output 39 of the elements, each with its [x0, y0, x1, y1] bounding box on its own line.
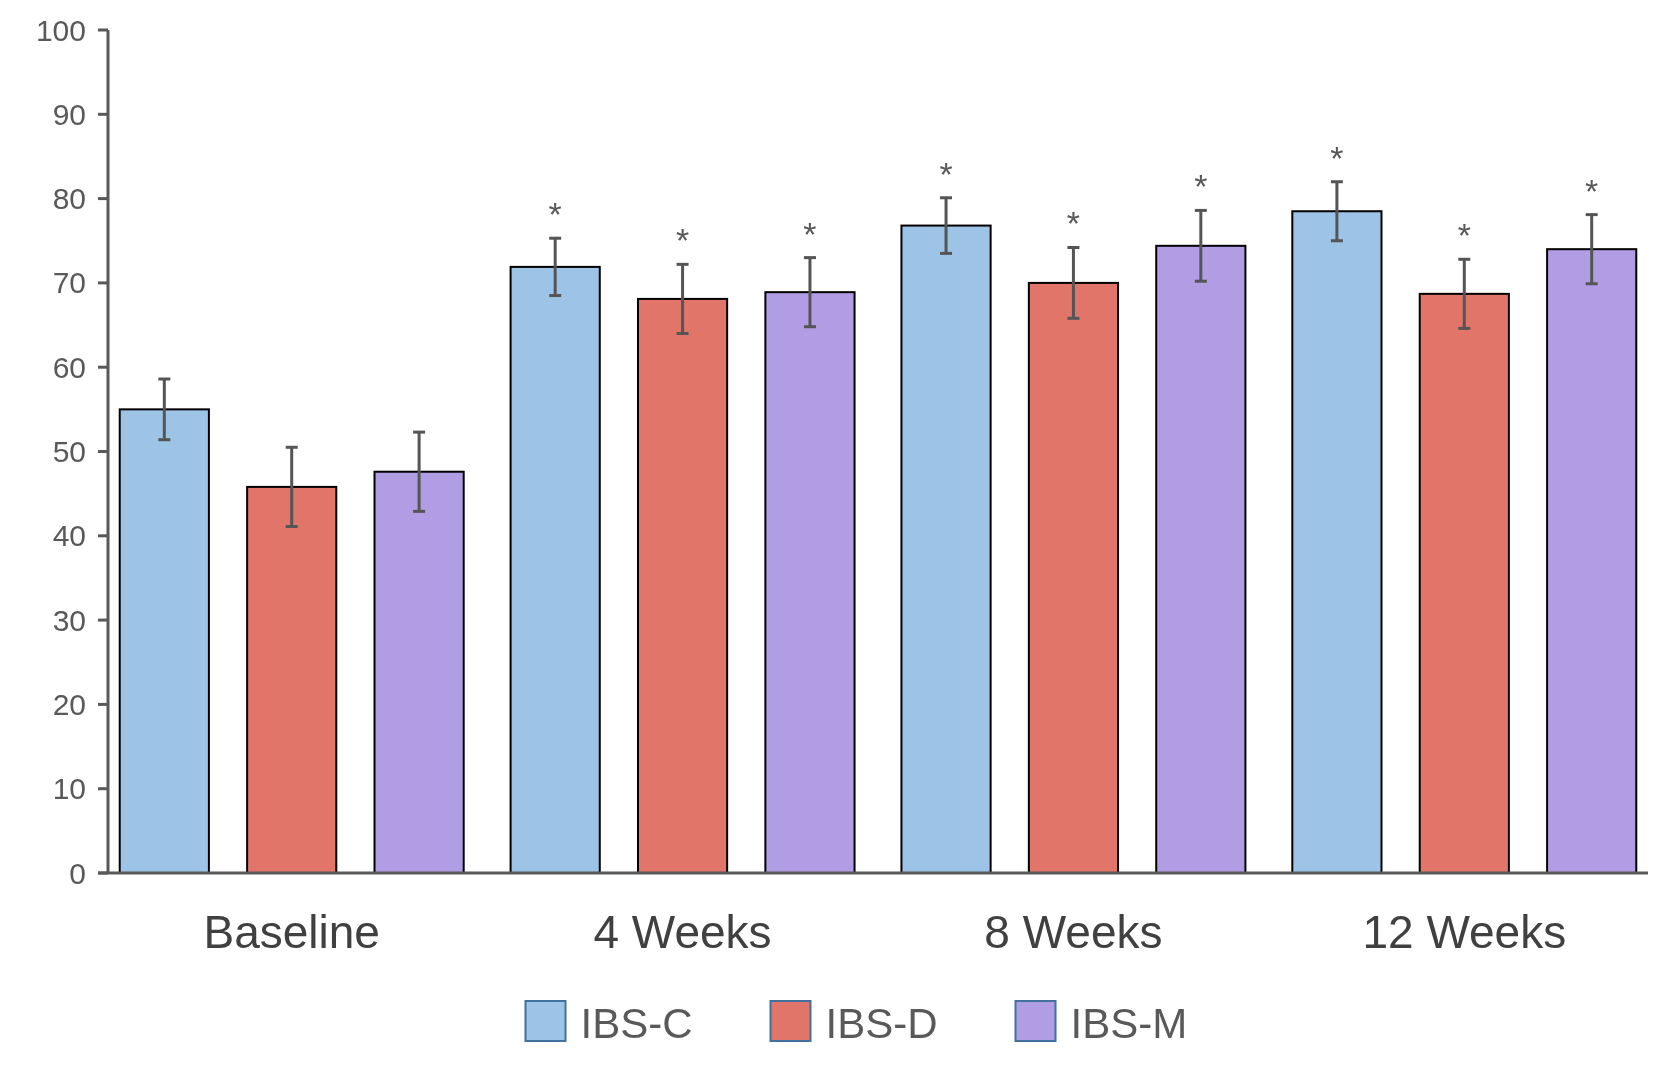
y-tick-label: 60 — [52, 350, 86, 384]
data-label: * — [1194, 167, 1208, 206]
x-tick-label: 4 Weeks — [593, 906, 772, 958]
bar — [1155, 244, 1247, 874]
data-label: * — [1330, 138, 1344, 177]
data-label: * — [1585, 171, 1599, 210]
data-label: * — [803, 214, 817, 253]
data-label: * — [1457, 216, 1471, 255]
bar — [118, 408, 210, 874]
bar — [1418, 292, 1510, 874]
bar — [1027, 281, 1120, 874]
bar — [764, 291, 856, 874]
data-label: * — [939, 154, 953, 193]
y-tick-label: 40 — [52, 519, 86, 553]
x-tick-label: 12 Weeks — [1362, 906, 1567, 958]
y-tick-label: 10 — [52, 772, 86, 806]
y-tick-label: 90 — [52, 97, 86, 131]
bar — [1291, 210, 1383, 874]
y-tick-label: 30 — [52, 603, 86, 637]
bar — [246, 485, 338, 874]
legend-label: IBS-M — [1070, 999, 1188, 1047]
data-label: * — [548, 195, 562, 234]
x-tick-label: Baseline — [203, 906, 380, 958]
y-tick-label: 80 — [52, 182, 86, 216]
bar — [1546, 248, 1638, 874]
legend-label: IBS-D — [825, 999, 938, 1047]
x-tick-label: 8 Weeks — [984, 906, 1163, 958]
y-tick-label: 100 — [35, 13, 86, 47]
bar — [509, 265, 601, 874]
legend-label: IBS-C — [580, 999, 693, 1047]
data-label: * — [675, 221, 690, 260]
bar — [900, 224, 992, 874]
y-tick-label: 0 — [69, 856, 86, 890]
y-tick-label: 20 — [52, 687, 86, 721]
y-tick-label: 70 — [52, 266, 86, 300]
y-tick-label: 50 — [52, 435, 86, 468]
bar — [636, 297, 729, 874]
bar — [373, 470, 465, 874]
data-label: * — [1066, 204, 1081, 243]
